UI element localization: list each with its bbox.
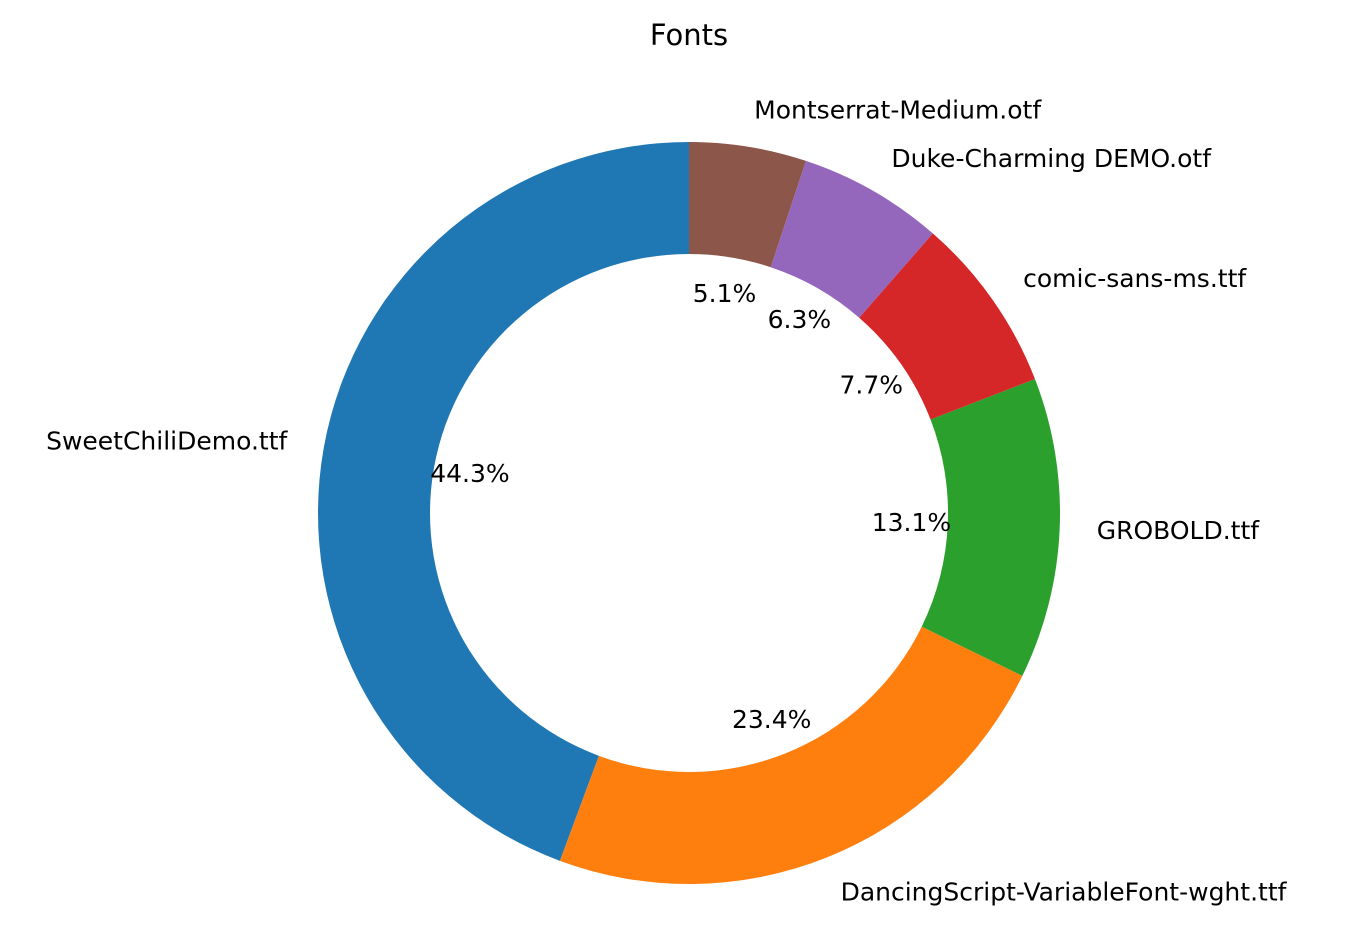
slice-dancingscript-variablefont-wght-ttf (559, 626, 1023, 884)
slice-label-dancingscript-variablefont-wght-ttf: DancingScript-VariableFont-wght.ttf (841, 877, 1288, 906)
pct-label-montserrat-medium-otf: 5.1% (693, 279, 757, 308)
chart-title: Fonts (650, 18, 728, 52)
pct-label-dancingscript-variablefont-wght-ttf: 23.4% (732, 705, 811, 734)
slice-label-sweetchilidemo-ttf: SweetChiliDemo.ttf (46, 426, 288, 455)
slice-label-duke-charming-demo-otf: Duke-Charming DEMO.otf (891, 144, 1212, 173)
pct-label-sweetchilidemo-ttf: 44.3% (430, 459, 509, 488)
slice-label-grobold-ttf: GROBOLD.ttf (1097, 516, 1261, 545)
pct-label-duke-charming-demo-otf: 6.3% (768, 305, 832, 334)
pct-label-comic-sans-ms-ttf: 7.7% (839, 371, 903, 400)
labels-group: SweetChiliDemo.ttf 44.3% DancingScript-Var… (46, 96, 1288, 907)
slice-label-montserrat-medium-otf: Montserrat-Medium.otf (754, 96, 1042, 125)
slice-label-comic-sans-ms-ttf: comic-sans-ms.ttf (1023, 264, 1247, 293)
pct-label-grobold-ttf: 13.1% (872, 508, 951, 537)
slice-comic-sans-ms-ttf (859, 233, 1035, 420)
slice-grobold-ttf (921, 379, 1060, 676)
slice-duke-charming-demo-otf (770, 160, 933, 318)
slice-sweetchilidemo-ttf (318, 142, 689, 861)
slices-group (318, 142, 1060, 884)
slice-montserrat-medium-otf (689, 142, 806, 268)
